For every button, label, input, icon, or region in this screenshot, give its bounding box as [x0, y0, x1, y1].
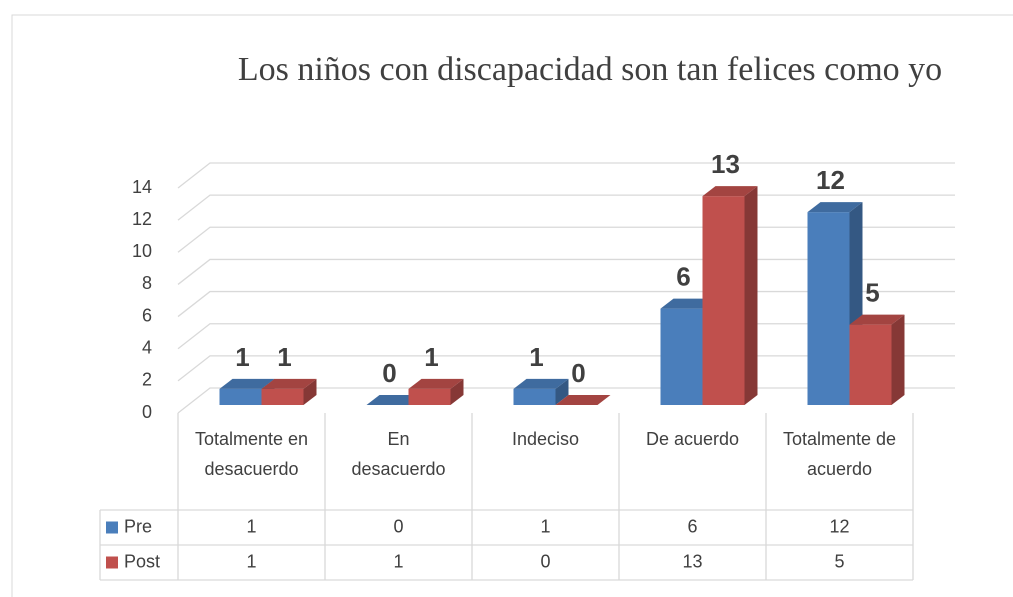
x-tick-label: En desacuerdo: [351, 429, 446, 479]
legend-label: Pre: [124, 516, 152, 536]
chart-title: Los niños con discapacidad son tan felic…: [238, 51, 942, 88]
bar-side: [555, 378, 569, 405]
bar: [702, 186, 758, 405]
grid-line: [177, 162, 955, 189]
bar: [555, 395, 611, 405]
bar-top: [849, 314, 905, 325]
bar: [261, 378, 317, 405]
y-tick-label: 6: [142, 305, 152, 325]
y-tick-label: 8: [142, 273, 152, 293]
bar-side: [450, 378, 464, 405]
table-cell: 1: [246, 551, 256, 571]
bar-front: [219, 388, 262, 405]
bar-top: [660, 298, 716, 309]
bar: [849, 314, 905, 405]
bar-side: [303, 378, 317, 405]
legend-label: Post: [124, 551, 160, 571]
bar-top: [807, 202, 863, 213]
data-label: 0: [571, 358, 585, 388]
table-cell: 1: [393, 551, 403, 571]
table-cell: 0: [540, 551, 550, 571]
chart-border: [11, 14, 1013, 597]
bar-front: [513, 388, 556, 405]
bar-front: [261, 388, 304, 405]
bar: [513, 378, 569, 405]
bar-top: [366, 395, 422, 405]
bar-top: [702, 186, 758, 197]
bar-front: [849, 324, 892, 405]
table-cell: 13: [682, 551, 702, 571]
bar-side: [744, 186, 758, 405]
data-label: 0: [382, 358, 396, 388]
bar-front: [660, 308, 703, 405]
y-tick-label: 0: [142, 402, 152, 422]
table-cell: 12: [829, 516, 849, 536]
x-tick-label: De acuerdo: [645, 429, 740, 449]
y-tick-label: 2: [142, 370, 152, 390]
table-cell: 0: [393, 516, 403, 536]
table-cell: 1: [246, 516, 256, 536]
bar-side: [891, 314, 905, 405]
bar-front: [702, 196, 745, 405]
data-label: 1: [277, 342, 291, 372]
data-label: 12: [816, 165, 845, 195]
bar-top: [261, 378, 317, 389]
data-label: 1: [424, 342, 438, 372]
y-tick-label: 10: [132, 241, 152, 261]
table-cell: 1: [540, 516, 550, 536]
table-cell: 6: [687, 516, 697, 536]
y-tick-label: 14: [132, 177, 152, 197]
x-tick-label: Indeciso: [511, 429, 580, 449]
bar: [366, 395, 422, 405]
bar-top: [513, 378, 569, 389]
x-tick-label: Totalmente en desacuerdo: [194, 429, 309, 479]
x-tick-label: Totalmente de acuerdo: [782, 429, 897, 479]
bar: [408, 378, 464, 405]
bar-top: [219, 378, 275, 389]
legend-key: [106, 556, 118, 569]
y-tick-label: 4: [142, 337, 152, 357]
data-label: 6: [676, 261, 690, 291]
bar-front: [807, 212, 850, 405]
data-label: 5: [865, 278, 879, 308]
bar-top: [408, 378, 464, 389]
bar-top: [555, 395, 611, 405]
data-label: 1: [529, 342, 543, 372]
legend-key: [106, 521, 118, 534]
bar-front: [408, 388, 451, 405]
data-label: 13: [711, 149, 740, 179]
data-label: 1: [235, 342, 249, 372]
y-tick-label: 12: [132, 209, 152, 229]
table-cell: 5: [834, 551, 844, 571]
